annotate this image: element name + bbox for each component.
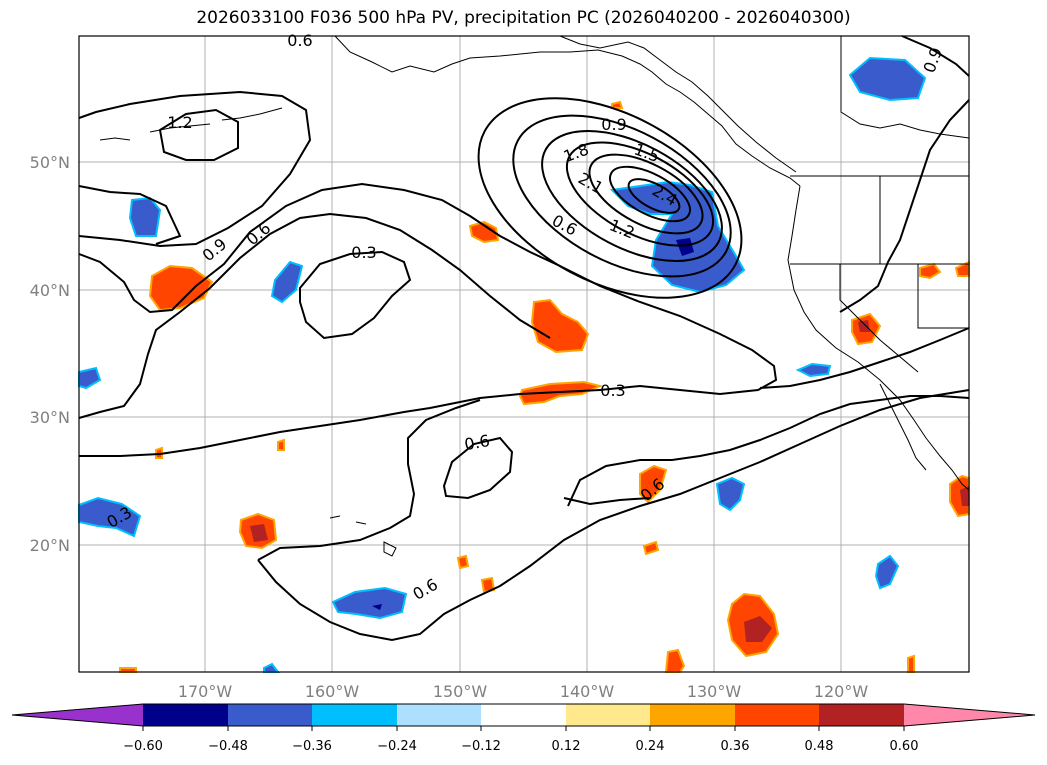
colorbar-tick-label: 0.12 [552,739,581,754]
precip-pos-area [664,648,686,673]
precip-neg-area [331,586,408,620]
precip-pos-area [642,540,660,556]
colorbar: −0.60 −0.48 −0.36 −0.24 −0.12 0.12 0.24 … [11,703,1036,754]
colorbar-tick-label: −0.12 [461,739,501,754]
colorbar-tick-label: 0.60 [890,739,919,754]
contour-label: 0.3 [600,381,625,400]
colorbar-segment [566,704,650,726]
map-title: 2026033100 F036 500 hPa PV, precipitatio… [196,8,851,28]
colorbar-segment [650,704,735,726]
precip-pos-area [480,576,496,594]
precip-pos-area [277,438,285,451]
contour-label: 0.3 [351,243,376,262]
pv-contours [78,35,970,642]
precip-neg-area [795,362,832,378]
colorbar-tick-label: −0.36 [292,739,332,754]
contour-label: 1.2 [167,113,192,132]
lat-label: 20°N [30,536,70,555]
precip-pos-area [611,100,624,109]
colorbar-segment [12,704,143,726]
precip-pos-area [907,654,915,673]
colorbar-segment [228,704,312,726]
colorbar-tick-label: −0.60 [123,739,163,754]
contour-label: 0.6 [287,31,312,50]
lon-label: 170°W [178,682,233,701]
colorbar-segment [819,704,904,726]
colorbar-tick-label: −0.48 [208,739,248,754]
precip-neg-area [128,196,162,237]
colorbar-tick-label: 0.24 [636,739,665,754]
map-frame [78,35,970,673]
coastlines [99,35,970,557]
precip-pos-core [960,486,969,506]
precip-pos-area [639,464,668,504]
lon-label: 120°W [814,682,869,701]
precip-pos-core [744,616,772,642]
map-background [79,36,969,672]
precip-pos-area [530,298,590,354]
precip-neg-area [874,554,900,590]
lat-label: 30°N [30,408,70,427]
lat-labels: 50°N 40°N 30°N 20°N [30,153,70,555]
colorbar-segment [397,704,481,726]
colorbar-segment [904,704,1035,726]
lon-label: 130°W [687,682,742,701]
precip-pos-core [250,524,268,542]
precip-neg-core [372,604,382,610]
contour-label: 0.9 [601,115,626,134]
precip-pos-area [456,554,470,570]
graticule [79,36,969,672]
precip-neg-area [270,260,304,304]
colorbar-segment [312,704,397,726]
precip-pos-core [858,320,870,332]
lat-label: 40°N [30,281,70,300]
precip-neg-area [78,496,142,538]
precip-pos-area [919,262,942,280]
precip-neg-core [676,238,694,256]
precip-neg-area [848,56,927,102]
lon-labels: 170°W 160°W 150°W 140°W 130°W 120°W [178,682,869,701]
lon-label: 150°W [433,682,488,701]
colorbar-segment [143,704,228,726]
colorbar-segment [735,704,819,726]
lon-label: 140°W [560,682,615,701]
colorbar-segment [481,704,566,726]
precip-neg-area [715,476,746,512]
precip-pos-area [468,220,500,244]
contour-label: 0.6 [463,431,491,454]
lat-label: 50°N [30,153,70,172]
colorbar-tick-label: 0.36 [721,739,750,754]
colorbar-tick-label: 0.48 [805,739,834,754]
colorbar-tick-label: −0.24 [377,739,417,754]
lon-label: 160°W [305,682,360,701]
precip-pos-area [155,446,163,459]
